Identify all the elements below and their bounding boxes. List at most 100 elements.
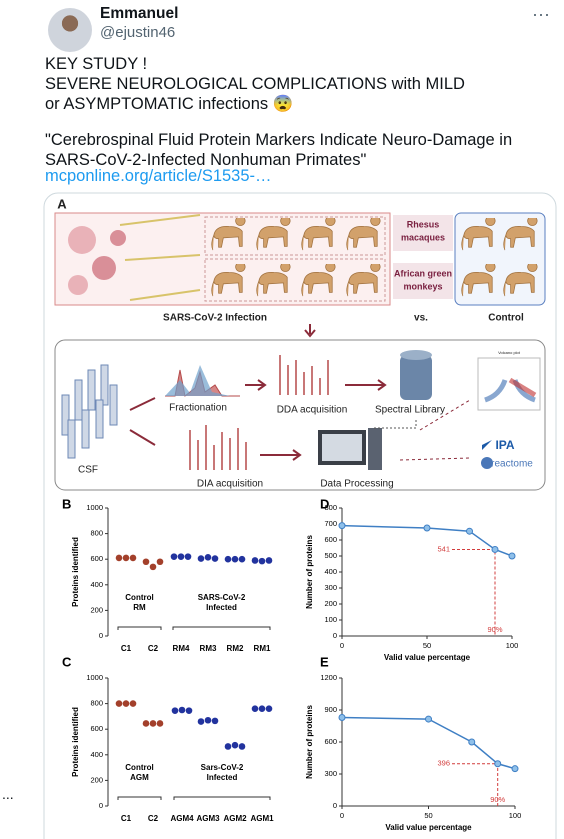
figure-label: monkeys [403,281,442,291]
avatar[interactable] [48,8,92,52]
y-tick-label: 200 [90,775,103,784]
y-tick-label: 500 [324,551,337,560]
figure-label: DIA acquisition [197,479,263,490]
panel-letter: D [320,496,329,511]
y-tick-label: 800 [324,503,337,512]
dot [211,717,219,725]
y-axis-label: Number of proteins [305,535,314,609]
y-tick-label: 200 [324,599,337,608]
dot [265,705,273,713]
dot [122,700,130,707]
y-tick-label: 600 [90,554,103,563]
data-point [338,713,346,721]
dot [142,720,150,727]
dot [170,553,178,560]
y-tick-label: 800 [90,529,103,538]
data-point [425,715,432,723]
group-label: Infected [206,603,237,612]
x-axis-label: Valid value percentage [385,823,472,832]
author-handle[interactable]: @ejustin46 [100,24,176,41]
x-tick-label: AGM3 [196,814,220,823]
dot [258,705,266,713]
dot [142,558,150,566]
panel-a-art [54,212,546,491]
more-button[interactable]: ··· [532,4,550,24]
group-bracket [117,626,162,630]
figure-label: Data Processing [320,479,393,490]
data-point [466,527,473,535]
data-point [511,765,519,773]
data-point [338,522,346,530]
x-tick-label: RM4 [173,644,190,653]
dot [224,743,232,750]
x-tick-label: AGM2 [223,814,247,823]
y-tick-label: 700 [324,519,337,528]
figure-label: Volcano plot [498,350,521,355]
x-tick-label: 50 [424,811,432,820]
y-tick-label: 900 [324,705,337,714]
side-more: ... [2,786,14,802]
x-tick-label: RM1 [254,644,271,653]
data-point [491,545,499,553]
author-name[interactable]: Emmanuel [100,5,179,22]
marker-label: 90% [487,625,502,634]
data-point [508,552,516,560]
y-tick-label: 0 [99,631,103,640]
y-tick-label: 300 [324,769,337,778]
x-tick-label: AGM1 [250,814,274,823]
data-point [423,524,431,532]
dot [156,558,164,566]
y-tick-label: 0 [99,801,103,810]
y-tick-label: 400 [90,750,103,759]
dot [204,553,212,561]
y-tick-label: 600 [90,724,103,733]
figure-label: DDA acquisition [277,405,348,416]
y-tick-label: 800 [90,699,103,708]
x-tick-label: 50 [423,641,431,650]
dot [185,707,193,714]
x-tick-label: RM3 [200,644,217,653]
figure-label: Fractionation [169,403,227,414]
dot [115,700,123,707]
x-tick-label: 100 [509,811,522,820]
dot [238,555,246,563]
group-label: AGM [130,773,149,782]
y-tick-label: 100 [324,615,337,624]
tweet-link[interactable]: mcponline.org/article/S1535-… [45,167,272,185]
y-tick-label: 400 [90,580,103,589]
x-tick-label: 0 [340,641,344,650]
dot [156,720,164,727]
dot [231,741,239,749]
y-tick-label: 600 [324,535,337,544]
figure-label: macaques [401,232,445,242]
data-point [468,738,476,746]
dot [265,557,273,564]
dot [177,553,185,560]
dot [178,706,186,714]
y-axis-label: Proteins identified [71,537,80,607]
dot [231,555,239,563]
dot [184,553,192,560]
figure-label: reactome [491,459,533,470]
y-axis-label: Proteins identified [71,707,80,777]
x-axis-label: Valid value percentage [384,653,471,662]
figure-label: Control [488,313,524,324]
y-tick-label: 1000 [86,503,103,512]
panel-letter: C [62,654,72,669]
figure-label: SARS-CoV-2 Infection [163,313,267,324]
y-tick-label: 400 [324,567,337,576]
y-tick-label: 0 [333,631,337,640]
group-bracket [117,796,162,800]
dot [129,700,137,707]
x-tick-label: C2 [148,644,159,653]
group-label: Sars-CoV-2 [201,763,244,772]
dot [197,555,205,562]
dot [251,705,259,713]
dot [129,554,137,562]
x-tick-label: 100 [506,641,519,650]
tweet-line: KEY STUDY ! [45,55,148,73]
figure-label: A [57,196,67,211]
dot [258,557,266,565]
y-tick-label: 200 [90,605,103,614]
dot [224,555,232,563]
